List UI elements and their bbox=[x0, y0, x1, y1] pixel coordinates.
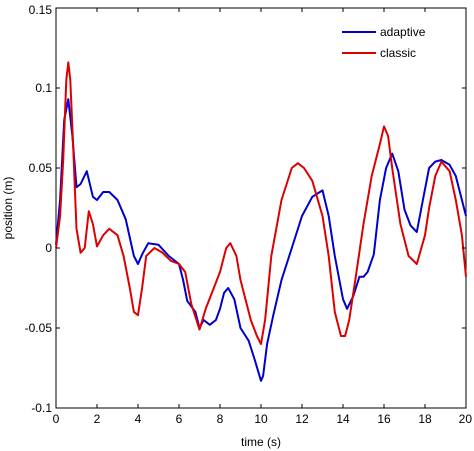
series-line-classic bbox=[55, 61, 467, 345]
x-tick-label: 0 bbox=[53, 412, 60, 426]
x-tick-label: 16 bbox=[377, 412, 391, 426]
x-tick-label: 6 bbox=[176, 412, 183, 426]
x-tick-label: 4 bbox=[135, 412, 142, 426]
x-tick-label: 10 bbox=[254, 412, 268, 426]
y-tick-label: -0.05 bbox=[25, 321, 53, 335]
y-tick-label: 0.05 bbox=[29, 161, 53, 175]
y-tick-label: 0.15 bbox=[29, 3, 53, 17]
x-tick-label: 2 bbox=[94, 412, 101, 426]
series-layer bbox=[55, 61, 467, 382]
x-tick-label: 18 bbox=[418, 412, 432, 426]
tick-layer: 0 2 4 6 8 10 12 14 16 18 20 -0.1 -0.05 0 0.05 0.1 0.15 bbox=[25, 3, 473, 426]
y-tick-label: 0 bbox=[45, 241, 52, 255]
legend-label-adaptive: adaptive bbox=[380, 25, 426, 39]
y-tick-label: 0.1 bbox=[35, 81, 52, 95]
x-axis-label: time (s) bbox=[241, 435, 281, 449]
x-tick-label: 20 bbox=[459, 412, 473, 426]
x-tick-label: 8 bbox=[217, 412, 224, 426]
y-tick-label: -0.1 bbox=[31, 401, 52, 415]
x-tick-label: 12 bbox=[295, 412, 309, 426]
series-line-adaptive bbox=[55, 98, 467, 382]
x-tick-label: 14 bbox=[336, 412, 350, 426]
legend: adaptive classic bbox=[342, 25, 426, 60]
legend-label-classic: classic bbox=[380, 46, 416, 60]
y-axis-label: position (m) bbox=[1, 177, 15, 240]
